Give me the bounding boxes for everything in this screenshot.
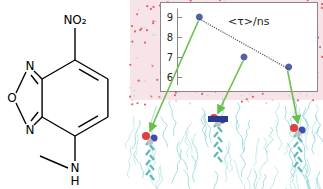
svg-text:N: N: [71, 161, 80, 175]
svg-text:N: N: [26, 123, 35, 137]
svg-text:N: N: [26, 59, 35, 73]
svg-text:H: H: [70, 174, 79, 188]
svg-text:7: 7: [167, 52, 173, 63]
svg-text:6: 6: [167, 72, 173, 83]
svg-text:NO₂: NO₂: [63, 13, 86, 27]
svg-text:<τ>/ns: <τ>/ns: [228, 15, 270, 28]
svg-text:O: O: [7, 91, 16, 105]
svg-text:8: 8: [167, 32, 173, 43]
svg-text:9: 9: [167, 12, 173, 23]
